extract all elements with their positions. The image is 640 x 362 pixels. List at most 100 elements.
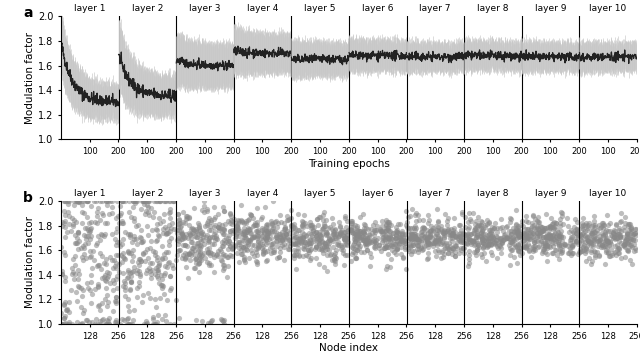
Point	[410, 210, 420, 216]
Point	[365, 250, 375, 256]
Point	[463, 231, 474, 237]
Point	[319, 264, 330, 270]
Point	[196, 257, 206, 263]
Point	[174, 227, 184, 233]
Point	[190, 265, 200, 271]
Point	[298, 239, 308, 245]
Point	[312, 238, 322, 244]
Point	[396, 238, 406, 244]
Point	[576, 237, 586, 243]
Point	[111, 300, 121, 306]
Point	[227, 245, 237, 251]
Point	[218, 321, 228, 327]
Point	[143, 198, 153, 204]
Point	[77, 220, 87, 226]
Point	[124, 270, 134, 276]
Point	[184, 252, 194, 257]
Point	[574, 249, 584, 255]
Point	[232, 226, 243, 232]
Point	[70, 253, 80, 258]
Point	[287, 233, 298, 239]
Point	[180, 220, 191, 226]
Point	[213, 224, 223, 230]
Point	[465, 239, 475, 244]
Point	[534, 228, 545, 233]
Point	[339, 229, 349, 235]
Point	[81, 233, 91, 239]
Point	[239, 247, 249, 253]
Point	[301, 243, 311, 249]
Point	[218, 262, 228, 268]
Point	[568, 242, 579, 248]
Point	[470, 235, 481, 240]
Point	[622, 247, 632, 253]
Point	[317, 247, 327, 253]
Point	[416, 230, 426, 235]
Point	[63, 319, 74, 325]
Point	[188, 245, 198, 251]
Point	[203, 219, 213, 224]
Point	[205, 249, 216, 254]
Point	[329, 256, 339, 262]
Point	[257, 245, 267, 251]
Point	[172, 227, 182, 233]
Point	[324, 247, 334, 253]
Point	[456, 228, 467, 233]
Point	[525, 231, 535, 236]
Point	[83, 198, 93, 204]
Point	[442, 245, 452, 251]
Point	[321, 229, 331, 235]
Point	[457, 234, 467, 240]
Point	[408, 231, 418, 237]
Point	[209, 241, 219, 247]
Point	[70, 271, 80, 277]
Point	[597, 220, 607, 226]
Point	[450, 243, 460, 249]
Point	[213, 224, 223, 230]
Point	[73, 230, 83, 236]
Point	[563, 243, 573, 249]
Point	[70, 262, 80, 268]
Point	[73, 275, 83, 281]
Point	[94, 302, 104, 307]
Point	[607, 230, 618, 236]
Point	[140, 198, 150, 204]
Point	[202, 232, 212, 238]
Point	[268, 240, 278, 245]
Point	[150, 249, 160, 255]
Point	[291, 240, 301, 245]
Point	[468, 237, 479, 243]
Point	[535, 223, 545, 229]
Point	[267, 228, 277, 234]
Point	[240, 244, 250, 249]
Point	[326, 235, 337, 240]
Point	[351, 255, 362, 261]
Point	[297, 230, 307, 235]
Point	[472, 247, 483, 253]
Point	[538, 242, 548, 248]
Point	[199, 198, 209, 204]
Point	[438, 230, 449, 236]
Point	[165, 273, 175, 279]
Point	[142, 223, 152, 229]
Point	[377, 231, 387, 237]
Point	[526, 225, 536, 231]
Point	[362, 247, 372, 253]
Point	[114, 239, 124, 245]
Point	[497, 224, 507, 230]
Point	[395, 221, 405, 227]
Point	[387, 230, 397, 236]
Point	[99, 212, 109, 218]
Point	[608, 251, 618, 256]
Point	[124, 249, 134, 254]
Point	[362, 247, 372, 253]
Point	[125, 287, 136, 293]
Point	[237, 244, 248, 250]
Point	[396, 228, 406, 233]
Point	[102, 317, 113, 323]
Point	[355, 214, 365, 219]
Point	[387, 243, 397, 249]
Point	[489, 226, 499, 231]
Point	[573, 239, 584, 245]
Point	[479, 222, 490, 228]
